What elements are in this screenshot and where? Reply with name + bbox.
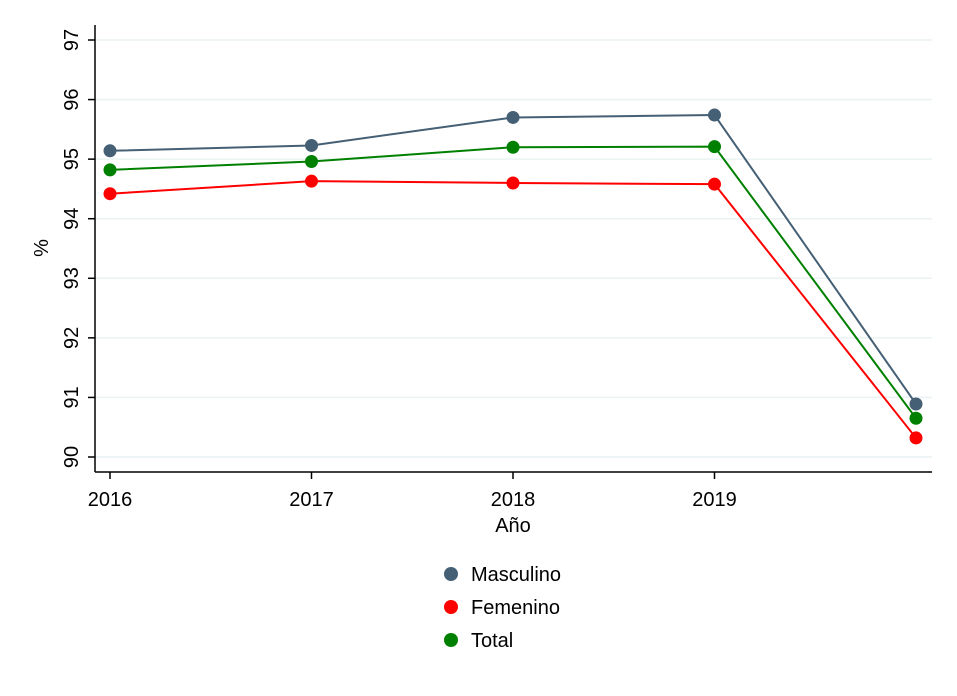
data-point-masculino — [708, 108, 721, 122]
data-point-masculino — [305, 138, 318, 152]
data-point-total — [708, 140, 721, 154]
legend: Masculino Femenino Total — [444, 564, 561, 652]
x-axis-title: Año — [495, 515, 531, 537]
data-point-femenino — [708, 177, 721, 191]
legend-label-total: Total — [471, 630, 513, 652]
data-point-femenino — [506, 176, 520, 190]
x-tick-label: 2019 — [692, 489, 737, 511]
data-point-femenino — [909, 431, 923, 445]
legend-label-masculino: Masculino — [471, 564, 561, 586]
y-tick-label: 91 — [61, 386, 83, 408]
legend-marker-masculino — [444, 567, 458, 581]
legend-label-femenino: Femenino — [471, 597, 560, 619]
x-tick-label: 2017 — [289, 489, 334, 511]
y-tick-label: 93 — [61, 267, 83, 289]
y-axis-title: % — [31, 239, 53, 257]
data-point-masculino — [506, 110, 520, 124]
data-point-femenino — [103, 187, 117, 201]
data-point-total — [305, 155, 318, 169]
y-tick-label: 97 — [61, 29, 83, 51]
data-point-femenino — [305, 174, 318, 188]
y-tick-label: 92 — [61, 327, 83, 349]
y-tick-label: 94 — [61, 208, 83, 230]
data-point-masculino — [103, 144, 117, 158]
series-lines — [109, 114, 917, 439]
x-tick-label: 2018 — [491, 489, 536, 511]
y-tick-label: 95 — [61, 148, 83, 170]
grid-lines — [95, 39, 932, 458]
data-point-total — [103, 163, 117, 177]
x-tick-label: 2016 — [88, 489, 133, 511]
legend-marker-femenino — [444, 600, 458, 614]
series-points — [103, 108, 923, 445]
series-line-femenino — [109, 180, 917, 439]
data-point-total — [909, 411, 923, 425]
y-tick-label: 90 — [61, 446, 83, 468]
data-point-masculino — [909, 397, 923, 411]
data-point-total — [506, 140, 520, 154]
y-tick-label: 96 — [61, 88, 83, 110]
x-ticks: 2016 2017 2018 2019 — [88, 472, 737, 511]
y-ticks: 90 91 92 93 94 95 96 97 — [61, 29, 95, 468]
legend-marker-total — [444, 633, 458, 647]
